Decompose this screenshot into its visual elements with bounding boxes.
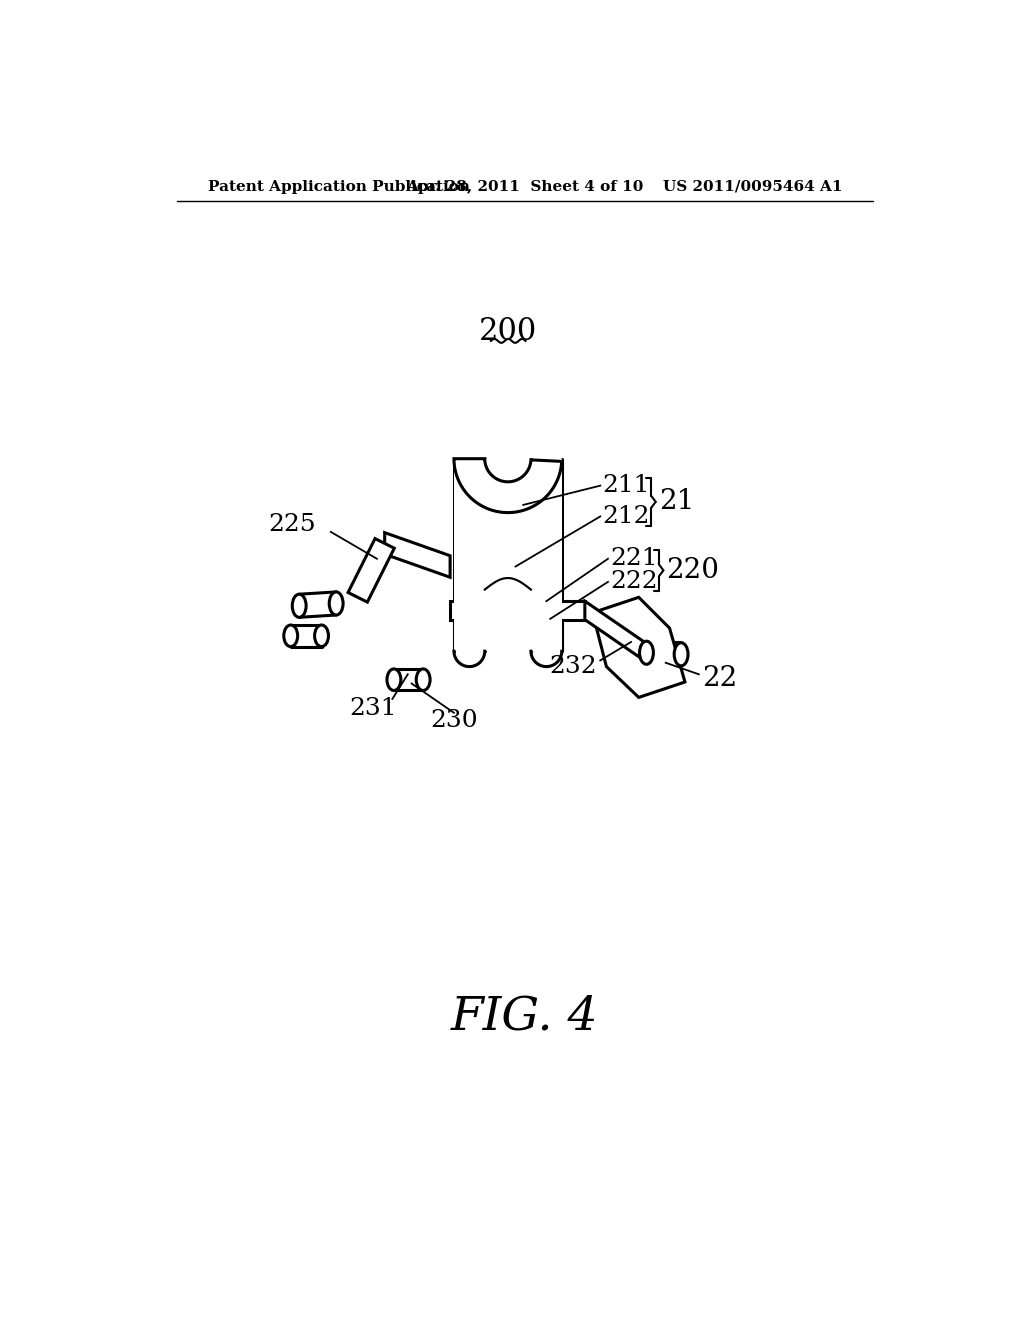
- Ellipse shape: [640, 642, 653, 664]
- Ellipse shape: [314, 626, 329, 647]
- Polygon shape: [454, 459, 562, 651]
- Text: 212: 212: [602, 506, 650, 528]
- Ellipse shape: [292, 594, 306, 618]
- Text: US 2011/0095464 A1: US 2011/0095464 A1: [664, 180, 843, 194]
- Text: 230: 230: [430, 709, 478, 733]
- Ellipse shape: [387, 669, 400, 690]
- Text: 225: 225: [268, 512, 316, 536]
- Text: FIG. 4: FIG. 4: [451, 994, 599, 1040]
- Polygon shape: [593, 598, 685, 697]
- Ellipse shape: [284, 626, 298, 647]
- Text: 232: 232: [550, 655, 597, 678]
- Ellipse shape: [330, 591, 343, 615]
- Text: 220: 220: [667, 557, 720, 583]
- Text: Apr. 28, 2011  Sheet 4 of 10: Apr. 28, 2011 Sheet 4 of 10: [407, 180, 643, 194]
- Text: 22: 22: [701, 665, 737, 692]
- Text: 231: 231: [349, 697, 397, 721]
- Polygon shape: [385, 533, 451, 577]
- Text: 21: 21: [658, 488, 694, 515]
- Polygon shape: [451, 601, 585, 619]
- Text: Patent Application Publication: Patent Application Publication: [208, 180, 470, 194]
- Text: 222: 222: [610, 570, 657, 594]
- Text: 211: 211: [602, 474, 650, 498]
- Polygon shape: [348, 539, 394, 602]
- Ellipse shape: [674, 643, 688, 665]
- Polygon shape: [454, 459, 562, 512]
- Text: 200: 200: [479, 317, 537, 347]
- Polygon shape: [585, 601, 646, 663]
- Text: 221: 221: [610, 548, 657, 570]
- Ellipse shape: [416, 669, 430, 690]
